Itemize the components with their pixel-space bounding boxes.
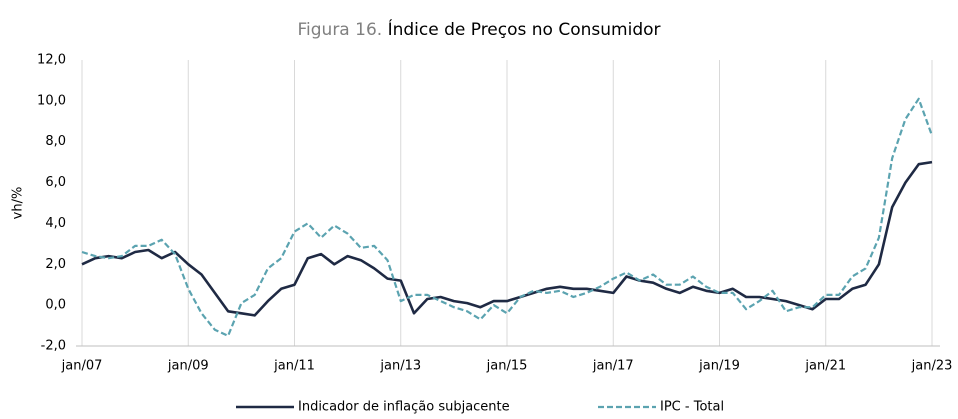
y-tick-label: -2,0	[41, 339, 66, 354]
y-tick-label: 12,0	[37, 53, 66, 68]
y-tick-label: 6,0	[45, 175, 66, 190]
x-tick-label: jan/11	[273, 359, 315, 374]
x-tick-label: jan/23	[911, 359, 953, 374]
x-tick-label: jan/21	[804, 359, 846, 374]
y-tick-label: 2,0	[45, 257, 66, 272]
series-line	[81, 160, 933, 317]
x-tick-label: jan/19	[698, 359, 740, 374]
x-tick-label: jan/17	[592, 359, 634, 374]
x-tick-label: jan/07	[61, 359, 103, 374]
x-tick-label: jan/13	[379, 359, 421, 374]
y-tick-label: 8,0	[45, 134, 66, 149]
chart-title: Figura 16. Índice de Preços no Consumido…	[297, 18, 660, 40]
legend-label: IPC - Total	[660, 400, 724, 415]
legend-label: Indicador de inflação subjacente	[298, 400, 510, 415]
title-text: Índice de Preços no Consumidor	[388, 18, 661, 40]
x-tick-label: jan/15	[486, 359, 528, 374]
figure-label: Figura 16.	[297, 20, 382, 40]
x-tick-label: jan/09	[167, 359, 209, 374]
y-tick-label: 10,0	[37, 93, 66, 108]
series-line	[81, 97, 934, 337]
y-tick-label: 0,0	[45, 298, 66, 313]
y-axis-label: vh/%	[11, 187, 26, 220]
y-tick-label: 4,0	[45, 216, 66, 231]
